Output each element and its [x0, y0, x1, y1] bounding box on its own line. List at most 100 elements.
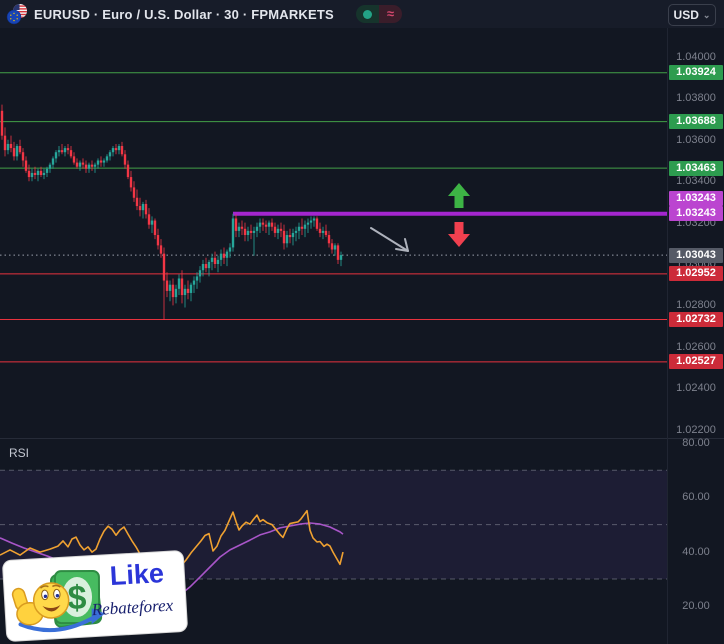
pane-separator[interactable] — [0, 438, 724, 439]
candle-body — [237, 226, 241, 231]
trend-arrow-drawing[interactable] — [370, 227, 409, 252]
brand-watermark: $ Like Rebateforex — [2, 550, 188, 642]
trend-arrow-head — [395, 238, 409, 252]
approx-icon: ≈ — [386, 6, 395, 21]
candle-body — [300, 226, 304, 229]
candle-body — [126, 164, 130, 178]
candle-body — [225, 251, 229, 258]
bullish-arrow-marker[interactable] — [448, 183, 470, 208]
brand-mascot-icon: $ — [11, 569, 106, 633]
candle-body — [228, 247, 232, 252]
candle-body — [12, 148, 16, 157]
candle-body — [174, 288, 178, 298]
candle-body — [78, 162, 82, 167]
price-label-badge: 1.03688 — [669, 114, 723, 130]
candle-body — [264, 224, 268, 227]
candle-body — [204, 264, 208, 269]
candle-body — [168, 284, 172, 291]
candle-body — [261, 222, 265, 225]
candle-body — [309, 220, 313, 223]
price-label-badge: 1.02952 — [669, 266, 723, 282]
candle-body — [102, 160, 106, 163]
candle-body — [63, 148, 67, 153]
candle-body — [120, 146, 124, 155]
price-tick-label: 1.03400 — [676, 175, 716, 188]
price-label-badge: 1.03043 — [669, 247, 723, 263]
candle-body — [198, 270, 202, 277]
currency-selector[interactable]: USD ⌄ — [668, 4, 716, 26]
price-label-badge: 1.02527 — [669, 354, 723, 370]
candle-body — [219, 253, 223, 260]
candle-body — [6, 143, 10, 151]
candle-body — [306, 222, 310, 225]
candle-body — [48, 164, 52, 169]
price-axis[interactable]: 1.04000 1.03800 1.03600 1.03400 1.03200 1.030… — [667, 28, 724, 644]
price-label-badge: 1.03243 — [669, 191, 723, 207]
candle-body — [327, 235, 331, 244]
price-tick-label: 1.02200 — [676, 423, 716, 436]
price-tick-label: 1.04000 — [676, 51, 716, 63]
brand-name: Like — [109, 558, 165, 592]
rsi-line[interactable] — [0, 509, 344, 575]
delayed-data-pill[interactable]: ≈ — [379, 5, 402, 23]
candle-body — [207, 261, 211, 269]
candle-body — [192, 280, 196, 285]
rsi-tick-label: 20.00 — [682, 600, 710, 613]
candle-body — [315, 218, 319, 229]
bearish-arrow-marker[interactable] — [448, 222, 470, 247]
rsi-indicator-label[interactable]: RSI — [9, 446, 30, 460]
candle-body — [186, 288, 190, 293]
candle-body — [291, 232, 295, 238]
candle-body — [72, 156, 76, 163]
candle-body — [66, 148, 70, 151]
currency-pair-flag-icon — [6, 4, 27, 25]
svg-text:$: $ — [67, 579, 86, 617]
chevron-down-icon: ⌄ — [702, 9, 711, 20]
candle-body — [162, 253, 166, 281]
candle-body — [183, 288, 187, 296]
candle-body — [147, 214, 151, 225]
candle-body — [150, 220, 154, 225]
candle-body — [69, 150, 73, 157]
price-tick-label: 1.03600 — [676, 133, 716, 146]
candle-body — [45, 168, 49, 173]
candle-body — [51, 158, 55, 165]
candle-body — [36, 170, 40, 175]
candle-body — [249, 230, 253, 233]
price-tick-label: 1.03800 — [676, 92, 716, 105]
candle-body — [99, 160, 103, 163]
candle-body — [210, 257, 214, 262]
candle-body — [312, 218, 316, 221]
candle-body — [108, 152, 112, 157]
symbol-legend[interactable]: EURUSD · Euro / U.S. Dollar · 30 · FPMAR… — [6, 3, 334, 25]
symbol-title: EURUSD · Euro / U.S. Dollar · 30 · FPMAR… — [34, 6, 334, 22]
candle-body — [231, 218, 235, 248]
candle-body — [165, 280, 169, 291]
candle-body — [96, 160, 100, 165]
candle-body — [318, 228, 322, 233]
candle-body — [42, 172, 46, 175]
rsi-tick-label: 80.00 — [682, 437, 710, 449]
candle-body — [333, 245, 337, 250]
candle-body — [30, 172, 34, 178]
candle-body — [15, 146, 19, 157]
candle-body — [54, 152, 58, 159]
candles-series[interactable] — [0, 104, 343, 320]
candle-body — [129, 177, 133, 188]
candle-body — [243, 228, 247, 236]
candle-body — [216, 259, 220, 264]
price-tick-label: 1.02400 — [676, 382, 716, 395]
candle-body — [297, 226, 301, 231]
candle-body — [135, 197, 139, 207]
price-label-badge: 1.02732 — [669, 311, 723, 327]
candle-body — [336, 245, 340, 260]
candle-body — [222, 253, 226, 258]
candle-body — [111, 148, 115, 153]
candle-body — [0, 110, 4, 136]
candle-body — [123, 154, 127, 165]
candle-body — [153, 220, 157, 236]
candle-body — [87, 164, 91, 169]
market-status-pill[interactable] — [356, 5, 379, 23]
